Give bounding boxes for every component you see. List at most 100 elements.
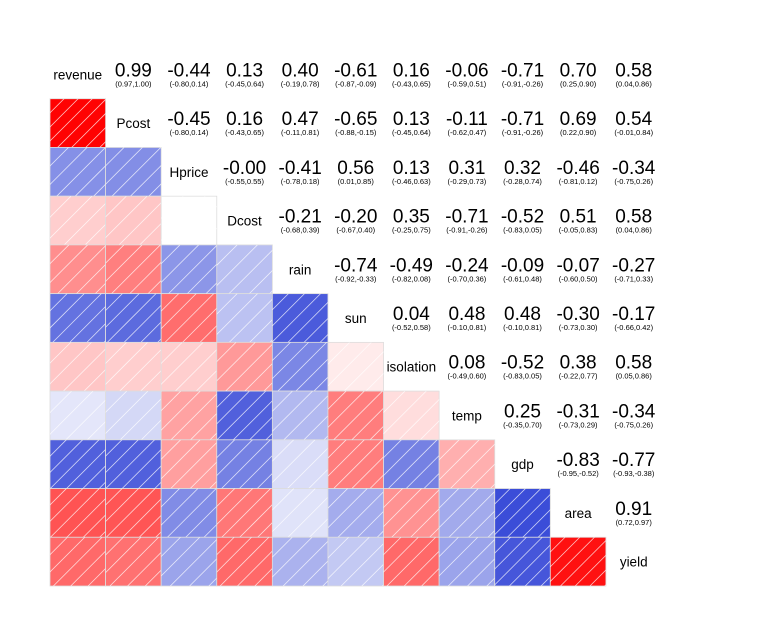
cell-area-isolation: [383, 488, 440, 538]
cell-dcost-revenue: [49, 195, 106, 246]
cell-isolation-sun: [327, 341, 384, 392]
corr-value-sun-isolation: 0.04: [393, 304, 430, 325]
variable-label-area: area: [565, 506, 593, 521]
cell-gdp-sun: [327, 439, 384, 489]
corr-value-pcost-hprice: -0.45: [167, 109, 210, 130]
corr-ci-temp-yield: (-0.75,0.26): [614, 420, 653, 429]
corr-ci-dcost-rain: (-0.68,0.39): [281, 226, 320, 235]
corr-value-rain-yield: -0.27: [612, 255, 655, 276]
corr-value-isolation-gdp: -0.52: [501, 353, 544, 374]
corr-value-rain-sun: -0.74: [334, 255, 378, 276]
cell-sun-dcost: [216, 293, 273, 343]
variable-label-dcost: Dcost: [227, 214, 262, 229]
corr-ci-dcost-area: (-0.05,0.83): [559, 226, 598, 235]
corr-value-hprice-sun: 0.56: [337, 158, 374, 179]
corr-ci-pcost-rain: (-0.11,0.81): [281, 128, 320, 137]
cell-yield-pcost: [105, 536, 162, 587]
cell-yield-revenue: [49, 536, 106, 587]
corr-value-pcost-gdp: -0.71: [501, 109, 544, 130]
corr-value-gdp-area: -0.83: [556, 450, 599, 471]
corr-ci-hprice-yield: (-0.75,0.26): [614, 177, 653, 186]
lower-panel: [49, 98, 607, 587]
corr-value-hprice-temp: 0.31: [448, 158, 485, 179]
corr-value-hprice-area: -0.46: [556, 158, 599, 179]
corr-ci-hprice-isolation: (-0.46,0.63): [392, 177, 431, 186]
cell-rain-revenue: [49, 244, 106, 295]
corr-ci-isolation-area: (-0.22,0.77): [559, 372, 598, 381]
cell-yield-isolation: [383, 536, 440, 587]
corr-ci-pcost-area: (0.22,0.90): [560, 128, 597, 137]
corr-ci-revenue-hprice: (-0.80,0.14): [170, 79, 209, 88]
cell-hprice-revenue: [49, 147, 106, 197]
corr-value-pcost-sun: -0.65: [334, 109, 377, 130]
corr-value-sun-yield: -0.17: [612, 304, 655, 325]
corr-ci-revenue-gdp: (-0.91,-0.26): [502, 79, 544, 88]
cell-temp-sun: [327, 390, 384, 441]
corr-value-pcost-yield: 0.54: [615, 109, 652, 130]
corr-ci-rain-yield: (-0.71,0.33): [614, 274, 653, 283]
corr-ci-dcost-gdp: (-0.83,0.05): [503, 226, 542, 235]
corr-ci-revenue-isolation: (-0.43,0.65): [392, 79, 431, 88]
corr-ci-pcost-sun: (-0.88,-0.15): [335, 128, 377, 137]
cell-gdp-temp: [438, 439, 496, 489]
cell-sun-rain: [271, 293, 329, 343]
corr-ci-hprice-dcost: (-0.55,0.55): [225, 177, 264, 186]
corr-ci-revenue-pcost: (0.97,1.00): [115, 79, 152, 88]
corr-value-sun-gdp: 0.48: [504, 304, 541, 325]
corr-value-revenue-sun: -0.61: [334, 60, 377, 81]
corr-value-revenue-area: 0.70: [560, 60, 597, 81]
variable-label-pcost: Pcost: [117, 116, 151, 131]
corr-value-hprice-dcost: -0.00: [223, 158, 266, 179]
corr-ci-hprice-gdp: (-0.28,0.74): [503, 177, 542, 186]
corr-ci-hprice-area: (-0.81,0.12): [559, 177, 598, 186]
corr-ci-dcost-temp: (-0.91,-0.26): [446, 226, 488, 235]
cell-rain-hprice: [160, 244, 218, 295]
corr-ci-revenue-area: (0.25,0.90): [560, 79, 597, 88]
corr-ci-dcost-isolation: (-0.25,0.75): [392, 226, 431, 235]
corr-value-pcost-isolation: 0.13: [393, 109, 430, 130]
cell-isolation-dcost: [216, 341, 273, 392]
cell-area-dcost: [216, 488, 273, 538]
corr-value-revenue-rain: 0.40: [282, 60, 319, 81]
corr-ci-hprice-sun: (0.01,0.85): [338, 177, 375, 186]
cell-temp-revenue: [49, 390, 106, 441]
corr-ci-revenue-dcost: (-0.45,0.64): [225, 79, 264, 88]
corr-ci-pcost-yield: (-0.01,0.84): [614, 128, 653, 137]
corr-ci-temp-gdp: (-0.35,0.70): [503, 420, 542, 429]
corr-ci-sun-yield: (-0.66,0.42): [614, 323, 653, 332]
cell-area-revenue: [49, 488, 106, 538]
corr-value-revenue-pcost: 0.99: [115, 60, 152, 81]
cell-gdp-hprice: [160, 439, 218, 489]
corr-value-hprice-isolation: 0.13: [393, 158, 430, 179]
corr-value-rain-gdp: -0.09: [501, 255, 544, 276]
corr-ci-rain-temp: (-0.70,0.36): [448, 274, 487, 283]
corr-value-dcost-sun: -0.20: [334, 207, 377, 228]
corr-ci-rain-area: (-0.60,0.50): [559, 274, 598, 283]
corr-ci-pcost-dcost: (-0.43,0.65): [225, 128, 264, 137]
cell-area-gdp: [494, 488, 551, 538]
cell-area-sun: [327, 488, 384, 538]
cell-yield-hprice: [160, 536, 218, 587]
corr-ci-temp-area: (-0.73,0.29): [559, 420, 598, 429]
corr-value-revenue-yield: 0.58: [615, 60, 652, 81]
corr-ci-pcost-hprice: (-0.80,0.14): [170, 128, 209, 137]
corr-value-sun-temp: 0.48: [448, 304, 485, 325]
corr-ci-gdp-area: (-0.95,-0.52): [557, 469, 599, 478]
corr-value-hprice-yield: -0.34: [612, 158, 656, 179]
corr-value-sun-area: -0.30: [556, 304, 599, 325]
corr-value-pcost-dcost: 0.16: [226, 109, 263, 130]
corr-ci-isolation-gdp: (-0.83,0.05): [503, 372, 542, 381]
cell-yield-dcost: [216, 536, 273, 587]
corr-ci-revenue-temp: (-0.59,0.51): [448, 79, 487, 88]
corr-value-revenue-gdp: -0.71: [501, 60, 544, 81]
corr-value-pcost-rain: 0.47: [282, 109, 319, 130]
corr-ci-revenue-yield: (0.04,0.86): [616, 79, 653, 88]
corr-ci-sun-temp: (-0.10,0.81): [448, 323, 487, 332]
cell-rain-pcost: [105, 244, 162, 295]
corr-ci-rain-sun: (-0.92,-0.33): [335, 274, 377, 283]
corr-value-revenue-dcost: 0.13: [226, 60, 263, 81]
variable-label-gdp: gdp: [511, 457, 534, 472]
corr-ci-revenue-sun: (-0.87,-0.09): [335, 79, 377, 88]
corr-ci-rain-gdp: (-0.61,0.48): [503, 274, 542, 283]
